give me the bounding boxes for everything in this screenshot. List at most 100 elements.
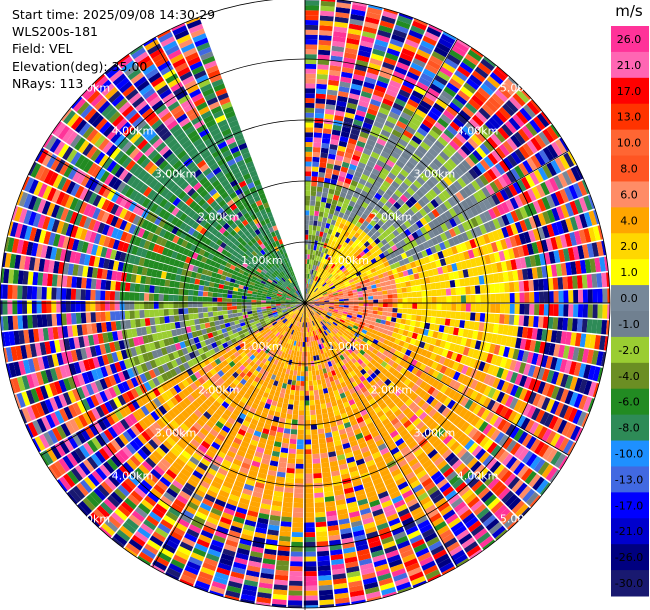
- gate-cell-2212: [337, 312, 343, 316]
- gate-cell-898: [357, 241, 364, 248]
- gate-cell-4738: [253, 345, 260, 351]
- gate-cell-626: [436, 42, 451, 54]
- gate-cell-3818: [294, 488, 304, 494]
- gate-cell-2400: [331, 315, 337, 319]
- gate-cell-268: [321, 221, 327, 228]
- gate-cell-298: [351, 78, 364, 86]
- gate-cell-1037: [410, 205, 419, 214]
- gate-cell-2831: [508, 497, 522, 511]
- gate-cell-3375: [358, 467, 369, 475]
- gate-cell-3995: [277, 426, 284, 433]
- gate-cell-4175: [273, 380, 279, 387]
- gate-cell-3390: [381, 536, 394, 545]
- gate-cell-4459: [170, 502, 184, 513]
- gate-cell-3702: [316, 536, 328, 542]
- gate-cell-3757: [304, 498, 314, 504]
- gate-cell-1195: [546, 125, 559, 141]
- gate-cell-2816: [456, 447, 468, 459]
- gate-cell-4917: [288, 310, 294, 315]
- gate-cell-229: [335, 105, 346, 112]
- gate-cell-4339: [179, 541, 194, 552]
- gate-cell-707: [342, 241, 348, 248]
- gate-cell-1809: [523, 280, 530, 292]
- gate-cell-4454: [184, 482, 196, 492]
- gate-cell-3834: [289, 566, 303, 572]
- gate-cell-30: [305, 151, 313, 157]
- gate-cell-1956: [319, 303, 325, 306]
- gate-cell-3316: [374, 481, 385, 491]
- gate-cell-991: [464, 141, 476, 153]
- gate-cell-813: [468, 74, 483, 87]
- gate-cell-4102: [292, 335, 296, 341]
- gate-cell-330: [324, 227, 329, 234]
- gate-cell-4841: [99, 464, 111, 478]
- gate-cell-1576: [309, 300, 315, 302]
- gate-cell-4082: [239, 538, 252, 546]
- gate-cell-598: [373, 163, 383, 172]
- gate-cell-3067: [418, 473, 430, 484]
- gate-cell-4004: [267, 469, 277, 477]
- gate-cell-2375: [501, 381, 510, 393]
- gate-cell-1844: [387, 298, 393, 303]
- gate-cell-2376: [505, 382, 515, 395]
- gate-cell-4747: [221, 374, 229, 382]
- gate-cell-4765: [155, 432, 166, 443]
- gate-cell-3822: [293, 507, 304, 513]
- gate-cell-1790: [431, 289, 437, 297]
- gate-cell-1203: [329, 284, 335, 289]
- gate-cell-4140: [234, 511, 247, 520]
- gate-cell-3832: [290, 556, 303, 562]
- gate-cell-2008: [571, 318, 578, 332]
- gate-cell-1796: [460, 286, 466, 295]
- gate-cell-3593: [305, 312, 308, 318]
- gate-cell-2565: [489, 413, 499, 426]
- gate-cell-2625: [470, 415, 481, 427]
- gate-cell-1357: [453, 225, 461, 236]
- gate-cell-840: [369, 219, 377, 227]
- gate-cell-4869: [229, 354, 237, 361]
- gate-cell-1725: [420, 284, 427, 291]
- gate-cell-1106: [438, 192, 447, 203]
- gate-cell-4698: [176, 426, 186, 436]
- gate-cell-1655: [386, 285, 392, 290]
- gate-cell-4294: [280, 346, 285, 352]
- gate-cell-851: [403, 178, 413, 187]
- gate-cell-746: [446, 82, 460, 94]
- gate-cell-2017: [309, 303, 315, 305]
- gate-cell-760: [316, 283, 321, 288]
- gate-cell-3042: [352, 374, 359, 381]
- gate-cell-1813: [542, 278, 549, 291]
- gate-cell-4685: [221, 381, 229, 390]
- gate-cell-1817: [562, 276, 569, 290]
- gate-cell-4898: [114, 436, 126, 449]
- gate-cell-2251: [518, 362, 527, 374]
- gate-cell-1453: [323, 294, 329, 297]
- gate-cell-3968: [255, 601, 271, 607]
- gate-cell-1840: [368, 299, 374, 303]
- gate-cell-1514: [314, 298, 320, 301]
- gate-cell-2096: [386, 316, 392, 322]
- gate-cell-872: [468, 98, 481, 111]
- gate-cell-2975: [345, 356, 351, 363]
- gate-cell-3098: [331, 348, 337, 354]
- gate-cell-658: [373, 180, 382, 189]
- gate-cell-4506: [206, 432, 216, 442]
- gate-cell-3498: [337, 458, 347, 466]
- gate-cell-4028: [242, 584, 258, 592]
- gate-cell-233: [338, 86, 350, 93]
- gate-cell-4241: [262, 391, 270, 399]
- gate-cell-3228: [334, 368, 340, 375]
- gate-cell-2014: [601, 320, 608, 335]
- gate-cell-3424: [332, 405, 339, 412]
- gate-cell-1717: [382, 290, 388, 295]
- gate-cell-3967: [256, 596, 272, 604]
- gate-cell-4664: [294, 309, 299, 314]
- gate-cell-1408: [403, 257, 410, 265]
- gate-cell-3155: [316, 324, 320, 330]
- gate-cell-1685: [529, 255, 537, 267]
- gate-cell-4785: [82, 497, 96, 512]
- gate-cell-709: [347, 233, 354, 240]
- gate-cell-4489: [255, 365, 262, 373]
- gate-cell-4008: [263, 488, 274, 496]
- gate-cell-1120: [491, 149, 503, 162]
